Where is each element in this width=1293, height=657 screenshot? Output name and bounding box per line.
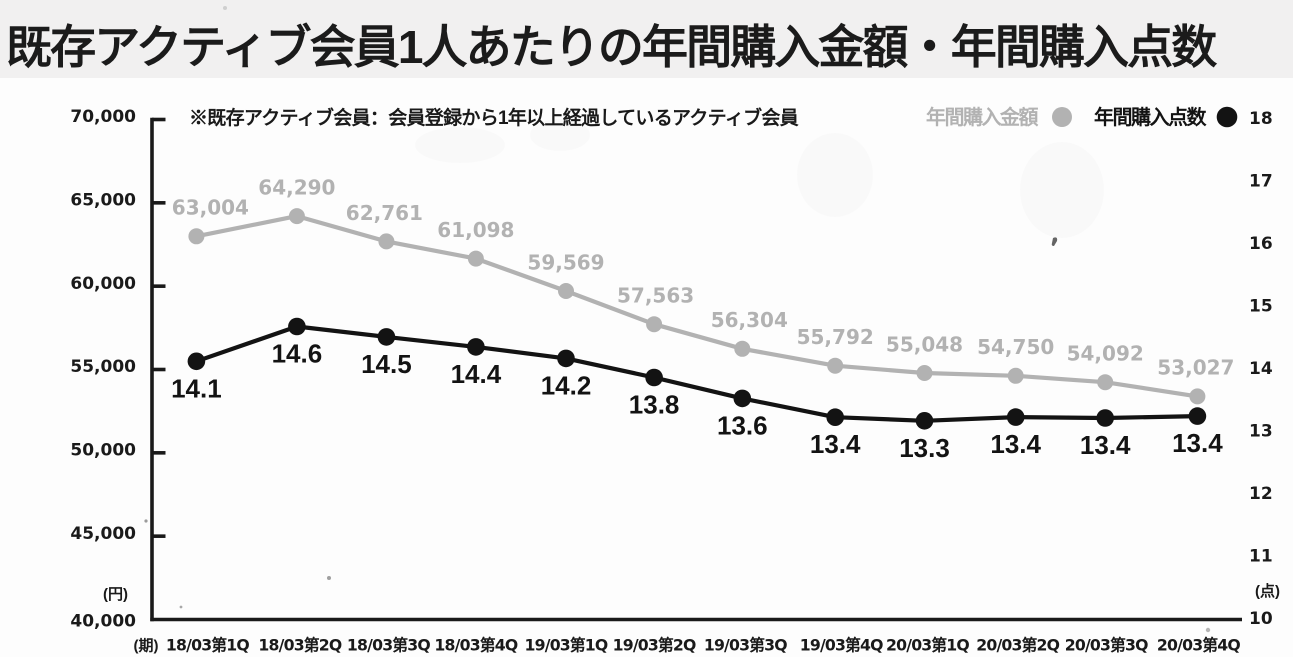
chart-legend: 年間購入金額 年間購入点数 bbox=[926, 105, 1238, 129]
amount-point bbox=[467, 250, 484, 267]
amount-value-label: 64,290 bbox=[258, 175, 335, 199]
x-tick-label: 18/03第3Q bbox=[347, 636, 430, 655]
y-right-tick-label: 16 bbox=[1249, 234, 1273, 254]
x-tick-label: 20/03第3Q bbox=[1065, 636, 1148, 655]
points-point bbox=[288, 317, 306, 336]
points-value-label: 13.8 bbox=[629, 390, 680, 420]
points-point bbox=[826, 408, 844, 427]
points-point bbox=[1006, 408, 1025, 426]
points-point bbox=[557, 349, 575, 368]
y-right-tick-label: 17 bbox=[1249, 171, 1273, 191]
amount-point bbox=[1189, 388, 1206, 405]
amount-value-label: 59,569 bbox=[527, 250, 604, 274]
y-left-tick-label: 55,000 bbox=[70, 357, 136, 377]
x-tick-label: 19/03第2Q bbox=[613, 636, 696, 655]
points-line bbox=[195, 324, 1198, 423]
points-value-label: 13.4 bbox=[810, 429, 861, 459]
points-point bbox=[915, 412, 934, 430]
x-tick-label: 19/03第4Q bbox=[800, 636, 883, 655]
y-left-tick-label: 65,000 bbox=[70, 191, 136, 211]
y-right-tick-label: 12 bbox=[1249, 484, 1273, 504]
amount-value-label: 53,027 bbox=[1157, 356, 1234, 380]
points-point bbox=[733, 389, 752, 408]
amount-value-label: 56,304 bbox=[711, 308, 788, 332]
amount-value-label: 63,004 bbox=[172, 196, 249, 220]
points-value-label: 14.2 bbox=[541, 370, 592, 400]
amount-value-label: 55,048 bbox=[886, 332, 963, 356]
amount-value-label: 57,563 bbox=[617, 284, 694, 308]
points-point bbox=[377, 328, 396, 346]
points-point bbox=[467, 338, 485, 356]
amount-line bbox=[195, 214, 1198, 399]
amount-value-label: 54,750 bbox=[977, 335, 1054, 359]
scan-smudges bbox=[415, 119, 1104, 238]
x-axis-unit-label: (期) bbox=[134, 637, 159, 655]
y-right-tick-label: 15 bbox=[1249, 296, 1273, 316]
amount-value-label: 61,098 bbox=[437, 218, 514, 242]
amount-point bbox=[734, 340, 751, 357]
points-point bbox=[1096, 409, 1114, 427]
x-tick-label: 20/03第4Q bbox=[1157, 636, 1240, 655]
y-left-tick-label: 50,000 bbox=[70, 441, 136, 461]
x-tick-label: 18/03第1Q bbox=[166, 636, 249, 655]
x-tick-label: 20/03第1Q bbox=[886, 636, 969, 655]
page-title: 既存アクティブ会員1人あたりの年間購入金額・年間購入点数 bbox=[6, 21, 1217, 73]
y-left-tick-label: 40,000 bbox=[70, 612, 136, 632]
amount-point bbox=[188, 228, 205, 245]
y-right-unit-label: (点) bbox=[1255, 583, 1280, 600]
chart-note: ※既存アクティブ会員：会員登録から1年以上経過しているアクティブ会員 bbox=[189, 106, 799, 129]
x-tick-label: 20/03第2Q bbox=[976, 636, 1059, 655]
y-right-tick-label: 18 bbox=[1249, 109, 1273, 129]
x-tick-label: 19/03第1Q bbox=[525, 636, 608, 655]
amount-point bbox=[827, 357, 844, 374]
points-value-label: 14.5 bbox=[361, 349, 412, 379]
y-right-tick-label: 13 bbox=[1249, 421, 1273, 441]
x-tick-label: 18/03第4Q bbox=[434, 636, 517, 655]
y-left-tick-label: 70,000 bbox=[70, 107, 136, 127]
amount-point bbox=[1097, 374, 1114, 391]
scan-specks bbox=[144, 6, 1211, 633]
x-tick-label: 19/03第3Q bbox=[704, 636, 787, 655]
x-tick-label: 18/03第2Q bbox=[258, 636, 341, 655]
legend-points-marker-icon bbox=[1216, 106, 1238, 128]
legend-amount-label: 年間購入金額 bbox=[926, 105, 1038, 129]
y-left-tick-label: 45,000 bbox=[70, 524, 136, 544]
points-value-label: 14.1 bbox=[171, 373, 222, 403]
points-value-label: 13.4 bbox=[1172, 428, 1223, 458]
y-left-unit-label: (円) bbox=[103, 586, 128, 603]
amount-point bbox=[916, 365, 933, 381]
points-point bbox=[645, 368, 663, 387]
axes: 70,000 65,000 60,000 55,000 50,000 45,000 40,0… bbox=[70, 107, 1280, 654]
amount-point bbox=[646, 316, 663, 333]
amount-point bbox=[378, 233, 395, 250]
y-right-tick-label: 10 bbox=[1249, 609, 1273, 629]
points-value-label: 14.4 bbox=[451, 359, 502, 389]
points-value-label: 14.6 bbox=[272, 339, 323, 369]
amount-value-label: 54,092 bbox=[1067, 342, 1144, 366]
title-band: 既存アクティブ会員1人あたりの年間購入金額・年間購入点数 bbox=[0, 0, 1293, 78]
points-point bbox=[187, 352, 206, 371]
series: 63,004 64,290 62,761 61,098 59,569 57,563 56,3… bbox=[171, 175, 1234, 462]
y-right-tick-label: 14 bbox=[1249, 359, 1273, 379]
amount-point bbox=[288, 208, 305, 225]
points-value-label: 13.4 bbox=[1080, 430, 1131, 460]
y-left-tick-label: 60,000 bbox=[70, 274, 136, 294]
points-value-label: 13.6 bbox=[717, 410, 768, 440]
amount-point bbox=[558, 283, 574, 299]
amount-point bbox=[1007, 367, 1024, 384]
points-point bbox=[1188, 407, 1207, 425]
y-right-tick-label: 11 bbox=[1249, 546, 1273, 566]
amount-value-label: 62,761 bbox=[346, 201, 423, 225]
points-value-label: 13.3 bbox=[899, 433, 950, 463]
legend-amount-marker-icon bbox=[1052, 107, 1072, 127]
points-value-label: 13.4 bbox=[990, 429, 1041, 459]
legend-points-label: 年間購入点数 bbox=[1094, 105, 1207, 129]
amount-value-label: 55,792 bbox=[797, 325, 874, 349]
